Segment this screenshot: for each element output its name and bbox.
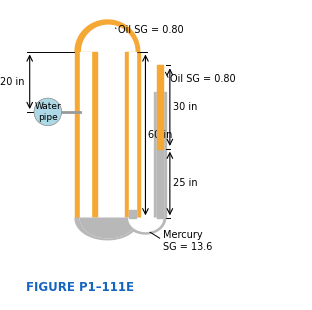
Polygon shape [80, 218, 136, 238]
Text: 60 in: 60 in [148, 130, 172, 140]
Text: 20 in: 20 in [0, 77, 25, 87]
Polygon shape [75, 20, 140, 51]
Polygon shape [80, 218, 136, 238]
Polygon shape [75, 218, 140, 240]
Circle shape [34, 98, 61, 126]
Text: Oil SG = 0.80: Oil SG = 0.80 [118, 25, 184, 35]
Text: Mercury
SG = 13.6: Mercury SG = 13.6 [163, 230, 212, 252]
Text: FIGURE P1–111E: FIGURE P1–111E [26, 281, 134, 294]
Polygon shape [125, 218, 166, 234]
Text: 25 in: 25 in [173, 179, 197, 188]
Polygon shape [129, 218, 163, 232]
Text: Water
pipe: Water pipe [34, 102, 61, 122]
Text: 30 in: 30 in [173, 102, 197, 112]
Text: Oil SG = 0.80: Oil SG = 0.80 [170, 74, 236, 84]
